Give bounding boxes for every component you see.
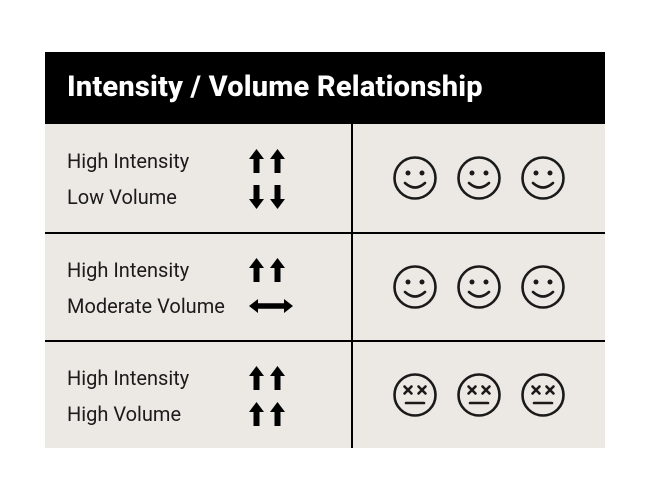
down-arrow-icon: [270, 185, 285, 209]
label-text: High Volume: [67, 402, 235, 426]
arrow-group: [249, 185, 285, 209]
dead-face-icon: [456, 372, 502, 418]
label-text: High Intensity: [67, 366, 235, 390]
label-text: High Intensity: [67, 149, 235, 173]
arrow-group: [249, 366, 285, 390]
row-right: [353, 124, 605, 232]
intensity-line: High Intensity: [67, 366, 351, 390]
smile-face-icon: [456, 264, 502, 310]
up-arrow-icon: [270, 149, 285, 173]
arrow-group: [249, 299, 293, 313]
smile-face-icon: [392, 264, 438, 310]
up-arrow-icon: [249, 149, 264, 173]
up-arrow-icon: [270, 258, 285, 282]
smile-face-icon: [520, 155, 566, 201]
label-text: Moderate Volume: [67, 294, 235, 318]
arrow-group: [249, 258, 285, 282]
volume-line: High Volume: [67, 402, 351, 426]
up-arrow-icon: [249, 366, 264, 390]
volume-line: Low Volume: [67, 185, 351, 209]
up-arrow-icon: [270, 402, 285, 426]
dead-face-icon: [520, 372, 566, 418]
up-arrow-icon: [270, 366, 285, 390]
arrow-group: [249, 402, 285, 426]
table-row: High Intensity Moderate Volume: [45, 232, 605, 340]
title-bar: Intensity / Volume Relationship: [45, 52, 605, 124]
row-left: High Intensity High Volume: [45, 342, 353, 448]
smile-face-icon: [456, 155, 502, 201]
label-text: Low Volume: [67, 185, 235, 209]
dead-face-icon: [392, 372, 438, 418]
infographic-card: Intensity / Volume Relationship High Int…: [45, 52, 605, 448]
smile-face-icon: [520, 264, 566, 310]
row-left: High Intensity Low Volume: [45, 124, 353, 232]
intensity-line: High Intensity: [67, 258, 351, 282]
volume-line: Moderate Volume: [67, 294, 351, 318]
row-right: [353, 234, 605, 340]
row-right: [353, 342, 605, 448]
double-horizontal-arrow-icon: [249, 299, 293, 313]
down-arrow-icon: [249, 185, 264, 209]
label-text: High Intensity: [67, 258, 235, 282]
arrow-group: [249, 149, 285, 173]
table-row: High Intensity Low Volume: [45, 124, 605, 232]
table-row: High Intensity High Volume: [45, 340, 605, 448]
row-left: High Intensity Moderate Volume: [45, 234, 353, 340]
intensity-line: High Intensity: [67, 149, 351, 173]
up-arrow-icon: [249, 258, 264, 282]
title-text: Intensity / Volume Relationship: [67, 70, 483, 104]
smile-face-icon: [392, 155, 438, 201]
up-arrow-icon: [249, 402, 264, 426]
